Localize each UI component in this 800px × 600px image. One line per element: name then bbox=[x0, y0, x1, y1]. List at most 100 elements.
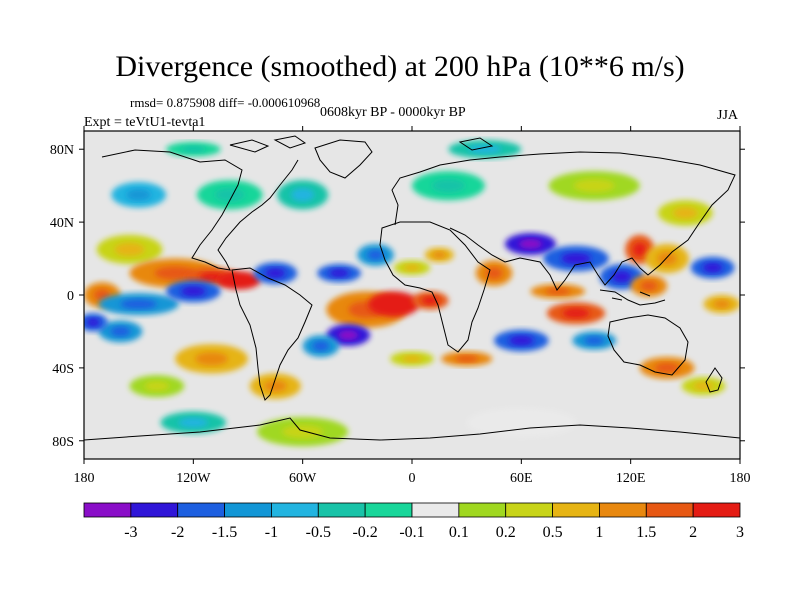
coastline-eurasia bbox=[391, 151, 736, 291]
colorbar-label-2: -1.5 bbox=[212, 524, 237, 541]
colorbar-label-10: 1 bbox=[595, 524, 603, 541]
divergence-core-26 bbox=[702, 262, 723, 273]
divergence-anomaly-3 bbox=[217, 271, 261, 290]
divergence-core-33 bbox=[144, 381, 170, 392]
colorbar-swatch-4 bbox=[271, 502, 319, 518]
divergence-core-19 bbox=[561, 252, 591, 265]
coastline-indonesia bbox=[599, 289, 666, 306]
colorbar-label-11: 1.5 bbox=[636, 524, 656, 541]
y-tick-label-2: 0 bbox=[67, 289, 74, 304]
coastline-africa bbox=[379, 221, 491, 353]
x-tick-label-1: 120W bbox=[176, 471, 211, 486]
divergence-core-14 bbox=[367, 249, 384, 260]
x-tick-label-5: 120E bbox=[616, 471, 646, 486]
colorbar-swatch-6 bbox=[364, 502, 413, 518]
divergence-core-30 bbox=[455, 355, 479, 363]
divergence-core-38 bbox=[86, 318, 100, 327]
map-title: Divergence (smoothed) at 200 hPa (10**6 … bbox=[115, 50, 685, 83]
divergence-core-34 bbox=[110, 326, 131, 337]
divergence-core-39 bbox=[215, 188, 245, 202]
coastline-new-zealand bbox=[705, 367, 723, 393]
divergence-core-10 bbox=[422, 296, 439, 305]
divergence-core-35 bbox=[263, 380, 287, 392]
divergence-core-11 bbox=[338, 330, 359, 341]
colorbar-label-3: -1 bbox=[265, 524, 278, 541]
divergence-core-7 bbox=[265, 268, 286, 279]
divergence-anomaly-46 bbox=[466, 407, 576, 438]
colorbar-label-8: 0.2 bbox=[496, 524, 516, 541]
colorbar-swatch-11 bbox=[599, 502, 647, 518]
divergence-core-0 bbox=[114, 242, 145, 257]
colorbar-swatch-13 bbox=[692, 502, 741, 518]
divergence-core-6 bbox=[181, 286, 206, 297]
colorbar-label-12: 2 bbox=[689, 524, 697, 541]
divergence-core-13 bbox=[329, 269, 349, 278]
axis-ticks: 80N 40N 0 40S 80S 180 120W 60W 0 60E 120E 180 bbox=[50, 126, 751, 486]
season-label: JJA bbox=[717, 108, 739, 123]
y-tick-label-0: 80N bbox=[50, 143, 74, 158]
divergence-core-44 bbox=[126, 189, 151, 201]
colorbar-swatch-3 bbox=[224, 502, 272, 518]
divergence-core-41 bbox=[432, 179, 465, 193]
divergence-core-25 bbox=[640, 280, 658, 291]
y-tick-label-3: 40S bbox=[52, 362, 74, 377]
divergence-core-45 bbox=[282, 425, 324, 439]
colorbar-swatch-1 bbox=[130, 502, 179, 518]
colorbar-swatch-12 bbox=[645, 502, 694, 518]
colorbar-label-4: -0.5 bbox=[306, 524, 331, 541]
divergence-core-21 bbox=[562, 308, 590, 319]
colorbar-swatch-9 bbox=[505, 502, 553, 518]
divergence-core-15 bbox=[403, 264, 421, 271]
colorbar-swatch-10 bbox=[552, 502, 600, 518]
colorbar-label-7: 0.1 bbox=[449, 524, 469, 541]
divergence-core-23 bbox=[633, 242, 647, 257]
coastline-north-america bbox=[101, 149, 299, 271]
divergence-core-12 bbox=[312, 341, 330, 351]
coastline-antarctica bbox=[84, 417, 740, 441]
colorbar-swatch-0 bbox=[83, 502, 132, 518]
coastline-australia bbox=[607, 314, 689, 376]
divergence-core-24 bbox=[657, 251, 677, 266]
coastlines bbox=[84, 135, 740, 441]
divergence-core-16 bbox=[432, 251, 446, 259]
divergence-core-32 bbox=[195, 352, 228, 366]
colorbar: -3 -2 -1.5 -1 -0.5 -0.2 -0.1 0.1 0.2 0.5 1 1.5 2 3 bbox=[83, 502, 744, 541]
divergence-core-40 bbox=[291, 188, 315, 202]
y-tick-label-1: 40N bbox=[50, 216, 74, 231]
x-tick-label-6: 180 bbox=[730, 471, 751, 486]
colorbar-label-9: 0.5 bbox=[543, 524, 563, 541]
divergence-core-43 bbox=[673, 207, 698, 219]
colorbar-swatch-5 bbox=[317, 502, 366, 518]
divergence-core-37 bbox=[693, 382, 714, 391]
colorbar-label-13: 3 bbox=[736, 524, 744, 541]
divergence-field bbox=[84, 140, 740, 447]
x-tick-label-4: 60E bbox=[510, 471, 533, 486]
divergence-core-48 bbox=[468, 145, 502, 154]
coastline-south-america bbox=[231, 267, 313, 401]
coastline-greenland bbox=[314, 139, 373, 179]
y-tick-label-4: 80S bbox=[52, 435, 74, 450]
divergence-core-5 bbox=[120, 299, 157, 310]
experiment-line: Expt = teVtU1-tevta1 bbox=[84, 115, 206, 130]
divergence-core-29 bbox=[584, 336, 605, 345]
divergence-core-42 bbox=[573, 179, 615, 193]
colorbar-swatch-2 bbox=[177, 502, 225, 518]
colorbar-label-0: -3 bbox=[124, 524, 137, 541]
divergence-core-18 bbox=[518, 239, 542, 249]
divergence-core-22 bbox=[611, 271, 632, 283]
divergence-core-47 bbox=[178, 417, 209, 428]
period-line: 0608kyr BP - 0000kyr BP bbox=[320, 105, 466, 120]
colorbar-swatch-7 bbox=[411, 502, 460, 518]
stats-line: rmsd= 0.875908 diff= -0.000610968 bbox=[130, 95, 321, 110]
colorbar-label-6: -0.1 bbox=[399, 524, 424, 541]
x-tick-label-2: 60W bbox=[289, 471, 317, 486]
divergence-core-31 bbox=[402, 355, 422, 363]
divergence-core-49 bbox=[181, 145, 206, 153]
divergence-anomaly-9 bbox=[368, 291, 420, 317]
divergence-core-36 bbox=[654, 362, 680, 373]
coastline-arctic-islands bbox=[229, 135, 494, 153]
divergence-core-28 bbox=[509, 335, 534, 346]
divergence-core-20 bbox=[545, 288, 571, 295]
x-tick-label-3: 0 bbox=[409, 471, 416, 486]
